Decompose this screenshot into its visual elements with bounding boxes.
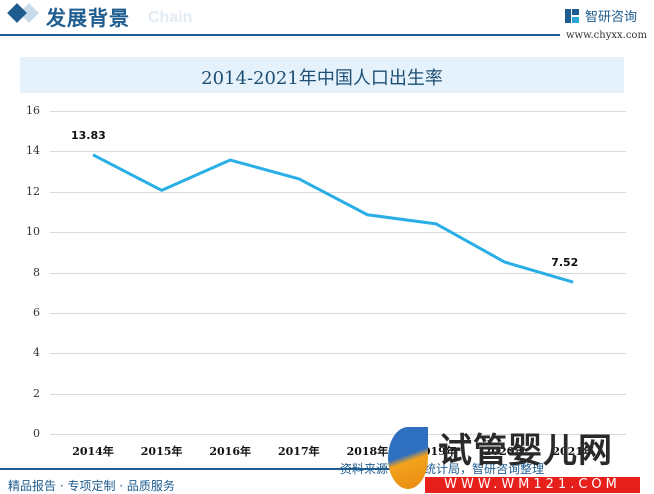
- watermark-url: WWW.WM121.COM: [425, 477, 640, 493]
- section-title: 发展背景: [46, 6, 130, 30]
- y-axis-tick-label: 8: [33, 265, 40, 279]
- line-chart: 0 2 4 6 8 10 12 14 16 2014年 2015年 2016年 2017年 2018年 20…: [0, 96, 654, 466]
- chart-title: 2014-2021年中国人口出生率: [201, 68, 443, 89]
- x-axis-tick-label: 2020年: [483, 445, 526, 458]
- data-label: 13.83: [71, 128, 106, 142]
- y-axis-tick-label: 14: [26, 144, 40, 158]
- gridline: [50, 312, 626, 314]
- y-axis-tick-label: 4: [33, 346, 40, 360]
- data-label: 7.52: [551, 256, 579, 270]
- diamond-icon: [7, 3, 27, 23]
- brand-logo-icon: [565, 8, 579, 23]
- x-axis-tick-label: 2016年: [209, 445, 251, 458]
- x-axis-tick-label: 2021年: [552, 445, 594, 458]
- overlay-watermark: 试管婴儿网 WWW.WM121.COM: [380, 425, 654, 494]
- chart-title-band: 2014-2021年中国人口出生率: [20, 57, 624, 93]
- gridline: [50, 434, 626, 435]
- x-axis-tick-label: 2015年: [140, 445, 183, 458]
- gridline: [50, 393, 626, 395]
- header: 发展背景 Chain 智研咨询 www.chyxx.com: [0, 0, 654, 41]
- footer-divider: [0, 468, 420, 470]
- gridline: [50, 111, 626, 112]
- y-axis-tick-label: 10: [26, 225, 40, 239]
- x-axis-tick-label: 2017年: [277, 445, 320, 458]
- watermark-text: 试管婴儿网: [438, 431, 613, 471]
- y-axis-tick-label: 16: [26, 104, 40, 117]
- brand: 智研咨询: [565, 6, 637, 25]
- swoosh-logo-icon: [388, 427, 428, 489]
- y-axis-tick-label: 0: [33, 427, 40, 440]
- gridline: [50, 232, 626, 234]
- y-axis-tick-label: 12: [26, 184, 40, 198]
- brand-name: 智研咨询: [585, 10, 638, 25]
- gridline: [50, 353, 626, 355]
- line-series: [92, 153, 574, 284]
- y-axis-tick-label: 2: [33, 386, 40, 400]
- gridline: [50, 191, 626, 193]
- footer-slogan: 精品报告 · 专项定制 · 品质服务: [8, 479, 175, 493]
- x-axis-tick-label: 2014年: [72, 445, 114, 458]
- y-axis-tick-label: 6: [33, 305, 40, 319]
- gridline: [50, 272, 626, 274]
- gridline: [50, 151, 626, 153]
- brand-url: www.chyxx.com: [566, 30, 647, 41]
- section-subtitle: Chain: [148, 9, 193, 26]
- x-axis-tick-label: 2018年: [346, 445, 389, 458]
- header-divider: [0, 34, 560, 36]
- series-line: [92, 153, 574, 284]
